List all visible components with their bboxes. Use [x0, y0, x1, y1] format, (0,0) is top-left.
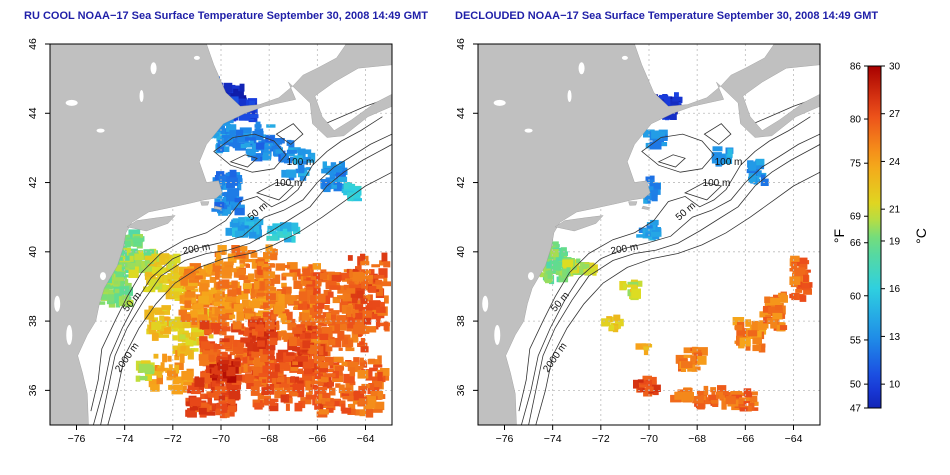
contour-ring	[256, 182, 295, 201]
lat-tick-label: 46	[27, 38, 39, 50]
marthas-vineyard	[200, 201, 210, 206]
celsius-tick-label: 30	[889, 62, 901, 73]
contour-label: 100 m	[275, 178, 303, 189]
lat-tick-label: 42	[27, 177, 39, 189]
contour-label: 200 m	[182, 242, 211, 258]
lat-tick-label: 46	[455, 38, 467, 50]
fahrenheit-tick-label: 86	[850, 62, 862, 73]
inland-lakes	[482, 55, 628, 345]
lon-tick-label: −66	[736, 433, 754, 445]
land-mass	[50, 44, 392, 425]
fahrenheit-tick-label: 80	[850, 115, 862, 126]
lon-tick-label: −64	[785, 433, 803, 445]
panel-title-left: RU COOL NOAA−17 Sea Surface Temperature …	[24, 10, 429, 22]
colorbar-gradient	[867, 65, 882, 409]
lat-tick-label: 40	[455, 246, 467, 258]
lon-tick-label: −74	[116, 433, 134, 445]
lon-tick-label: −76	[496, 433, 514, 445]
long-island	[554, 215, 604, 232]
long-island	[126, 215, 176, 232]
bathymetry-contours	[90, 99, 392, 425]
celsius-tick-label: 21	[889, 205, 901, 216]
contour-ring	[229, 154, 258, 168]
lon-tick-label: −72	[592, 433, 610, 445]
fahrenheit-tick-label: 66	[850, 238, 862, 249]
contour-line	[90, 116, 383, 412]
colorbar: 30 27 24 21 19 16 13 10 86 80 75 69 66 60 55 50 47 °F °C	[831, 62, 929, 415]
celsius-tick-label: 13	[889, 332, 901, 343]
lat-tick-label: 40	[27, 246, 39, 258]
lat-tick-label: 44	[455, 107, 467, 119]
contour-line	[100, 144, 392, 425]
nantucket	[213, 205, 223, 210]
lon-tick-label: −66	[308, 433, 326, 445]
contour-label: 200 m	[610, 242, 639, 258]
fahrenheit-tick-label: 50	[850, 380, 862, 391]
sst-data-layer	[539, 87, 813, 412]
contour-ring	[213, 133, 287, 173]
lon-tick-label: −70	[212, 433, 230, 445]
contour-line	[107, 171, 392, 425]
contour-line	[518, 116, 811, 412]
lon-tick-label: −68	[688, 433, 706, 445]
lon-tick-label: −68	[260, 433, 278, 445]
contour-ring	[684, 182, 723, 201]
celsius-tick-label: 16	[889, 284, 901, 295]
lon-tick-label: −72	[164, 433, 182, 445]
fahrenheit-tick-label: 75	[850, 159, 862, 170]
contour-line	[521, 133, 820, 425]
lat-tick-label: 36	[27, 384, 39, 396]
fahrenheit-tick-label: 55	[850, 335, 862, 346]
marthas-vineyard	[628, 201, 638, 206]
bathymetry-contours	[518, 99, 820, 425]
celsius-axis-label: °C	[913, 228, 929, 244]
contour-ring	[703, 123, 732, 145]
panel-title-right: DECLOUDED NOAA−17 Sea Surface Temperatur…	[455, 10, 879, 22]
contour-ring	[657, 154, 686, 168]
lon-tick-label: −74	[544, 433, 562, 445]
lon-tick-label: −70	[640, 433, 658, 445]
celsius-tick-label: 10	[889, 380, 901, 391]
lon-tick-label: −76	[68, 433, 86, 445]
land-mass	[478, 44, 820, 425]
inland-lakes	[54, 55, 200, 345]
contour-line	[535, 171, 820, 425]
contour-ring	[641, 133, 715, 173]
fahrenheit-tick-label: 69	[850, 212, 862, 223]
lat-tick-label: 38	[455, 315, 467, 327]
celsius-tick-label: 24	[889, 157, 901, 168]
fahrenheit-axis-label: °F	[831, 229, 847, 243]
lat-tick-label: 36	[455, 384, 467, 396]
lon-tick-label: −64	[357, 433, 375, 445]
lat-tick-label: 38	[27, 315, 39, 327]
land-layer	[478, 44, 820, 425]
contour-label: 100 m	[715, 157, 743, 168]
lat-tick-label: 42	[455, 177, 467, 189]
celsius-tick-label: 27	[889, 109, 901, 120]
fahrenheit-tick-label: 47	[850, 404, 862, 415]
celsius-tick-label: 19	[889, 236, 901, 247]
lat-tick-label: 44	[27, 107, 39, 119]
contour-line	[93, 133, 392, 425]
land-layer	[50, 44, 392, 425]
nantucket	[641, 205, 651, 210]
contour-label: 100 m	[287, 157, 315, 168]
contour-ring	[275, 123, 304, 145]
contour-label: 100 m	[703, 178, 731, 189]
fahrenheit-tick-label: 60	[850, 291, 862, 302]
contour-line	[528, 144, 820, 425]
